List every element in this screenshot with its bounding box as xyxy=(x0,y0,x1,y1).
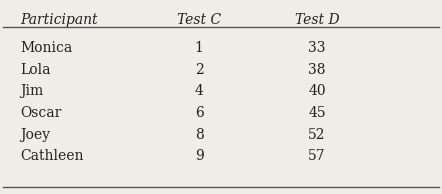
Text: Jim: Jim xyxy=(20,84,43,98)
Text: Test C: Test C xyxy=(177,13,221,27)
Text: Oscar: Oscar xyxy=(20,106,61,120)
Text: 1: 1 xyxy=(195,41,204,55)
Text: 4: 4 xyxy=(195,84,204,98)
Text: Lola: Lola xyxy=(20,63,51,77)
Text: 45: 45 xyxy=(308,106,326,120)
Text: Monica: Monica xyxy=(20,41,72,55)
Text: 8: 8 xyxy=(195,128,204,142)
Text: Participant: Participant xyxy=(20,13,98,27)
Text: 57: 57 xyxy=(308,149,326,163)
Text: Cathleen: Cathleen xyxy=(20,149,84,163)
Text: 9: 9 xyxy=(195,149,204,163)
Text: Joey: Joey xyxy=(20,128,50,142)
Text: 38: 38 xyxy=(308,63,326,77)
Text: 33: 33 xyxy=(308,41,326,55)
Text: Test D: Test D xyxy=(295,13,339,27)
Text: 52: 52 xyxy=(308,128,326,142)
Text: 6: 6 xyxy=(195,106,204,120)
Text: 40: 40 xyxy=(308,84,326,98)
Text: 2: 2 xyxy=(195,63,204,77)
